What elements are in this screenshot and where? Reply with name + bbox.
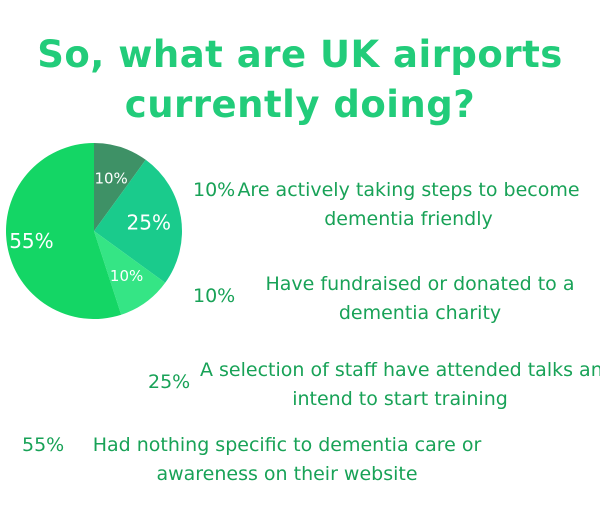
legend-text-4: Had nothing specific to dementia care or…	[92, 431, 482, 489]
legend-text-1: Are actively taking steps to become deme…	[236, 176, 581, 234]
pie-chart: 10% 25% 10% 55%	[6, 143, 182, 319]
legend-text-2-line-1: Have fundraised or donated to a	[265, 273, 575, 295]
pie-slice-label-3: 10%	[110, 267, 143, 285]
legend-text-1-line-1: Are actively taking steps to become	[237, 179, 580, 201]
legend-text-1-line-2: dementia friendly	[324, 208, 493, 230]
legend-text-2-line-2: dementia charity	[338, 302, 502, 324]
legend-percent-1: 10%	[193, 179, 236, 201]
pie-slice-label-4: 55%	[9, 229, 53, 253]
title-line-2: currently doing?	[124, 83, 476, 126]
pie-slice-4	[6, 143, 122, 319]
title-line-1: So, what are UK airports	[37, 33, 563, 76]
pie-slice-2	[94, 159, 182, 283]
legend-text-3-line-2: intend to start training	[292, 388, 508, 410]
legend-text-4-line-1: Had nothing specific to dementia care or	[92, 434, 482, 456]
pie-slice-label-1: 10%	[94, 169, 127, 187]
legend-text-4-line-2: awareness on their website	[156, 463, 418, 485]
legend-percent-3: 25%	[148, 371, 191, 393]
legend-text-3: A selection of staff have attended talks…	[200, 356, 600, 414]
page-title: So, what are UK airports currently doing…	[0, 30, 600, 130]
pie-slice-1	[94, 143, 146, 231]
legend-percent-2: 10%	[193, 285, 236, 307]
legend-text-2: Have fundraised or donated to a dementia…	[255, 270, 585, 328]
legend-percent-4: 55%	[22, 434, 65, 456]
pie-slice-label-2: 25%	[127, 210, 171, 234]
legend-text-3-line-1: A selection of staff have attended talks…	[200, 359, 600, 381]
pie-slice-3	[94, 231, 166, 315]
